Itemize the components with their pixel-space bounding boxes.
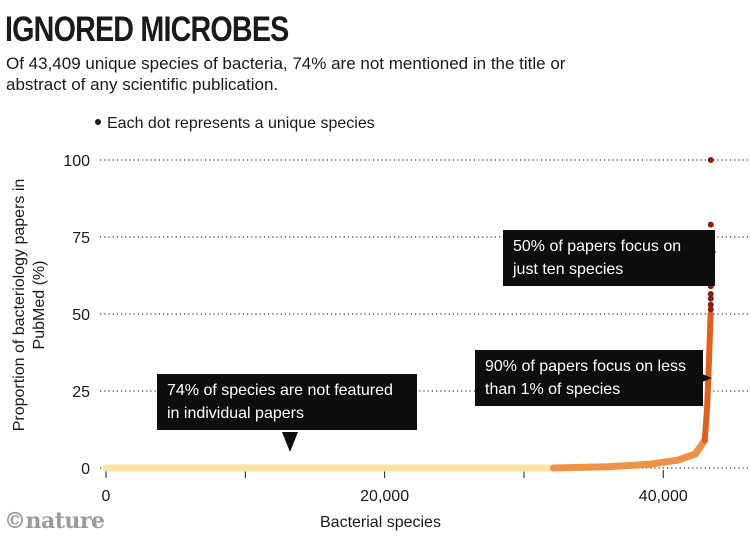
y-tick-label: 0 <box>81 461 90 478</box>
chart-subtitle: Of 43,409 unique species of bacteria, 74… <box>6 54 566 94</box>
top-species-dot <box>707 301 714 308</box>
x-axis-label: Bacterial species <box>320 514 441 531</box>
x-tick-label: 0 <box>102 488 111 505</box>
callout-not-featured: 74% of species are not featured in indiv… <box>157 374 417 430</box>
legend-text: Each dot represents a unique species <box>107 115 375 132</box>
y-axis-ticks: 0 25 50 75 100 <box>63 153 90 478</box>
y-axis-label: Proportion of bacteriology papers in Pub… <box>11 178 48 432</box>
top-species-dot <box>707 306 714 313</box>
top-species-dot <box>707 295 714 302</box>
x-tick-label: 20,000 <box>360 488 409 505</box>
top-species-dot <box>707 221 714 228</box>
legend: Each dot represents a unique species <box>95 115 375 133</box>
top-species-dot <box>707 157 714 163</box>
x-axis: 0 20,000 40,000 <box>102 470 688 505</box>
legend-dot-icon <box>95 118 101 125</box>
callout-ninety-percent: 90% of papers focus on less than 1% of s… <box>475 350 703 406</box>
top-species-dot <box>707 290 714 297</box>
nature-logo: ©nature <box>4 508 105 534</box>
y-tick-label: 50 <box>72 307 90 324</box>
series-top-one-percent <box>701 311 714 444</box>
callout-pointer-not-featured <box>282 432 298 452</box>
y-tick-label: 25 <box>72 384 90 401</box>
chart-title: IGNORED MICROBES <box>5 10 289 49</box>
y-tick-label: 75 <box>72 230 90 247</box>
x-tick-label: 40,000 <box>639 488 688 505</box>
y-tick-label: 100 <box>63 153 90 170</box>
callout-ten-species: 50% of papers focus on just ten species <box>503 230 715 286</box>
series-featured <box>550 436 709 472</box>
